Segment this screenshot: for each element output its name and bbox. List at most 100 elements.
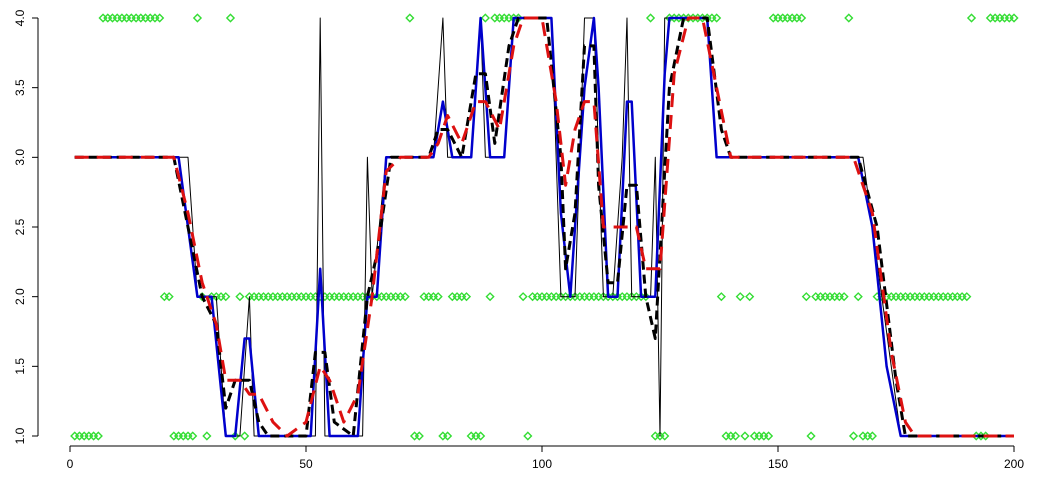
series-line-blue-solid (74, 16, 1014, 438)
observation-point (254, 292, 264, 302)
observation-point (811, 292, 821, 302)
observation-point (409, 431, 420, 441)
observation-point (858, 431, 868, 441)
observation-point (792, 13, 802, 23)
observation-point (730, 431, 741, 441)
observation-point (999, 13, 1010, 23)
observation-point (480, 13, 490, 23)
observation-point (532, 292, 542, 302)
observation-point (438, 431, 448, 441)
observation-point (164, 292, 174, 302)
observation-point (89, 431, 99, 441)
observation-point (192, 13, 203, 23)
observation-point (291, 292, 302, 302)
observation-point (145, 13, 155, 23)
observation-point (830, 292, 840, 302)
observation-point (745, 292, 755, 302)
observation-point (457, 292, 467, 302)
observation-point (551, 292, 561, 302)
observation-point (848, 431, 859, 441)
observation-point (853, 292, 863, 302)
observation-point (712, 13, 722, 23)
observation-point (122, 13, 132, 23)
observation-point (334, 292, 344, 302)
observation-point (126, 13, 136, 23)
observation-point (1004, 13, 1014, 23)
observation-point (70, 431, 80, 441)
y-tick-label: 3.5 (13, 79, 27, 96)
series-lines (74, 16, 1014, 438)
observation-point (622, 292, 632, 302)
observation-point (617, 292, 627, 302)
observation-point (339, 292, 349, 302)
observation-point (735, 292, 745, 302)
observation-point (645, 13, 656, 23)
observation-point (306, 292, 316, 302)
observation-point (235, 292, 245, 302)
observation-point (825, 292, 835, 302)
observation-point (933, 292, 944, 302)
x-tick-label: 0 (67, 457, 74, 471)
x-tick-label: 150 (768, 457, 788, 471)
observation-point (485, 292, 495, 302)
observation-point (797, 13, 807, 23)
observation-point (343, 292, 354, 302)
observation-point (225, 13, 236, 23)
observation-point (202, 431, 212, 441)
x-tick-label: 100 (532, 457, 552, 471)
chart-axes (37, 18, 1014, 447)
observation-point (240, 431, 250, 441)
observation-point (924, 292, 934, 302)
observation-point (759, 431, 769, 441)
observation-point (915, 292, 925, 302)
y-tick-label: 3.0 (13, 149, 27, 166)
observation-point (754, 431, 764, 441)
observation-point (490, 13, 500, 23)
observation-point (117, 13, 127, 23)
observation-point (419, 292, 429, 302)
observation-point (263, 292, 273, 302)
observation-point (258, 292, 269, 302)
observation-point (443, 431, 453, 441)
observation-point (287, 292, 297, 302)
observation-point (537, 292, 547, 302)
observation-point (542, 292, 552, 302)
observation-point (159, 292, 169, 302)
observation-point (178, 431, 188, 441)
observation-point (216, 292, 226, 302)
observation-point (782, 13, 793, 23)
observation-point (749, 431, 759, 441)
observation-point (773, 13, 783, 23)
observation-point (966, 13, 977, 23)
observation-point (957, 292, 967, 302)
observation-point (391, 292, 401, 302)
observation-point (268, 292, 278, 302)
observation-point (910, 292, 920, 302)
observation-point (844, 13, 854, 23)
observation-point (395, 292, 405, 302)
observation-point (660, 431, 670, 441)
observation-point (325, 292, 335, 302)
observation-point (985, 13, 995, 23)
observation-point (400, 292, 410, 302)
observation-point (962, 292, 972, 302)
observation-point (815, 292, 826, 302)
observation-point (579, 292, 590, 302)
observation-point (886, 292, 896, 302)
observation-point (905, 292, 915, 302)
observation-point (518, 292, 528, 302)
observation-point (150, 13, 160, 23)
observation-point (943, 292, 953, 302)
observation-point (1009, 13, 1019, 23)
observation-point (990, 13, 1000, 23)
observation-point (221, 292, 231, 302)
observation-point (778, 13, 788, 23)
observation-point (707, 13, 717, 23)
observation-point (277, 292, 287, 302)
observation-point (494, 13, 505, 23)
observation-point (476, 431, 486, 441)
observation-point (938, 292, 948, 302)
x-tick-label: 50 (299, 457, 313, 471)
observation-point (131, 13, 141, 23)
observation-point (74, 431, 85, 441)
